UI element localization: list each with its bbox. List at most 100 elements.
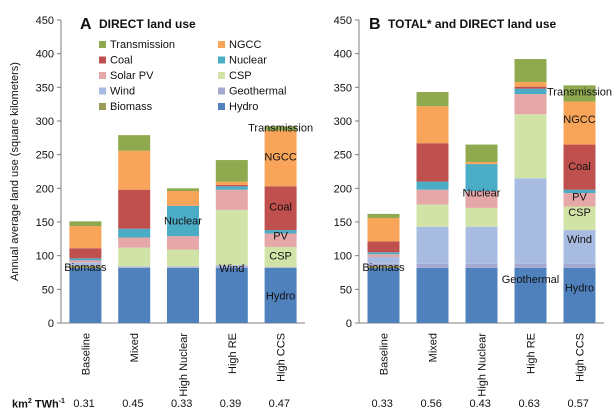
panel-b-bar-baseline-wind [367, 257, 400, 264]
panel-a-bar-mixed-wind [118, 266, 151, 268]
panel-a-bar-high-ccs-solar-pv [264, 233, 297, 247]
panel-b-bar-label-transmission: Transmission [547, 86, 612, 98]
panel-a-y-tick-label: 350 [36, 82, 54, 94]
panel-b-bar-high-nuclear-geothermal [465, 263, 498, 268]
legend-label-transmission: Transmission [110, 39, 175, 51]
panel-a-bar-mixed-transmission [118, 135, 151, 151]
panel-a-bar-baseline-nuclear [69, 258, 102, 261]
panel-b-bar-high-nuclear-csp [465, 207, 498, 227]
panel-b-y-tick-label: 0 [346, 318, 352, 330]
legend-swatch-transmission [99, 41, 106, 48]
panel-b-bar-high-ccs-ngcc [563, 101, 596, 145]
panel-b-bar-high-ccs-hydro [563, 267, 596, 323]
panel-a-bar-high-nuclear-nuclear [167, 205, 199, 237]
panel-a-category-label-high-nuclear: High Nuclear [178, 333, 190, 397]
panel-a-bar-high-re-coal [215, 184, 248, 187]
panel-a-bar-high-re-csp [215, 209, 248, 266]
legend-label-coal: Coal [110, 55, 133, 67]
panel-a-y-axis-label: Annual average land use (square kilomete… [9, 62, 21, 281]
panel-b-bar-baseline-biomass [367, 265, 400, 268]
panel-a-bar-high-re-wind [215, 265, 248, 267]
panel-a-bar-high-re-geothermal [215, 266, 248, 268]
panel-b-title: TOTAL* and DIRECT land use [388, 17, 557, 31]
panel-b-bar-mixed-coal [416, 143, 449, 182]
panel-a-bar-baseline-ngcc [69, 226, 102, 249]
panel-b-bar-mixed-transmission [416, 92, 449, 107]
panel-a-bar-label-csp: CSP [269, 251, 292, 263]
panel-a-bar-high-nuclear-wind [167, 266, 199, 268]
panel-a-intensity-high-re: 0.39 [219, 398, 242, 410]
panel-a-bar-label-pv: PV [273, 230, 288, 242]
panel-a-bar-high-nuclear-transmission [167, 188, 199, 192]
panel-a-letter: A [80, 16, 92, 33]
panel-a-y-tick-label: 400 [36, 49, 54, 61]
legend-label-biomass: Biomass [110, 101, 153, 113]
panel-b-category-label-mixed: Mixed [428, 333, 440, 362]
panel-b-bar-mixed-geothermal [416, 263, 449, 268]
panel-b-bar-mixed-csp [416, 204, 449, 227]
panel-b-bar-label-csp: CSP [568, 207, 591, 219]
panel-b-intensity-high-re: 0.63 [518, 398, 540, 410]
panel-b-letter: B [369, 16, 381, 33]
panel-a-bar-high-ccs-ngcc [264, 130, 297, 187]
panel-a-bar-high-ccs-geothermal [264, 267, 297, 268]
panel-a-y-tick-label: 300 [36, 116, 54, 128]
legend-label-ngcc: NGCC [229, 39, 261, 51]
panel-a-bar-baseline-solar-pv [69, 260, 102, 263]
panel-b-bar-high-re-coal [514, 86, 547, 89]
panel-b-bar-baseline-coal [367, 241, 400, 253]
panel-b-bar-high-nuclear-wind [465, 226, 498, 264]
panel-b-bar-baseline-hydro [367, 267, 400, 323]
panel-a-y-tick-label: 250 [36, 150, 54, 162]
legend-swatch-coal [99, 56, 106, 64]
panel-a-bar-high-nuclear-solar-pv [167, 236, 199, 250]
panel-b-bar-label-ngcc: NGCC [563, 114, 595, 126]
panel-b-bar-high-re-wind [514, 178, 547, 264]
panel-a-bar-label-coal: Coal [269, 202, 292, 214]
panel-a-bar-mixed-csp [118, 247, 151, 267]
panel-a-bar-high-re-hydro [215, 267, 248, 323]
panel-b-y-tick-label: 100 [334, 251, 352, 263]
panel-a-bar-baseline-biomass [69, 265, 102, 268]
panel-a-y-tick-label: 50 [42, 284, 54, 296]
panel-a-category-label-high-re: High RE [227, 333, 239, 374]
panel-b-y-tick-label: 350 [334, 82, 352, 94]
panel-b-bar-label-geothermal: Geothermal [502, 274, 559, 286]
panel-a-bar-mixed-coal [118, 189, 151, 229]
panel-a-intensity-high-ccs: 0.47 [268, 398, 291, 410]
panel-b-bar-baseline-geothermal [367, 263, 400, 266]
panel-b-bar-high-re-csp [514, 114, 547, 179]
panel-a-bar-baseline-transmission [69, 221, 102, 227]
legend-swatch-csp [218, 72, 225, 79]
panel-b-intensity-mixed: 0.56 [420, 398, 442, 410]
panel-b-bar-high-re-transmission [514, 59, 547, 82]
panel-a-bar-high-ccs-coal [264, 186, 297, 231]
panel-b-category-label-baseline: Baseline [379, 333, 391, 375]
panel-a-y-tick-label: 0 [48, 318, 54, 330]
panel-b-bar-label-nuclear: Nuclear [463, 187, 501, 199]
panel-a-bar-label-transmission: Transmission [248, 123, 313, 135]
panel-b-bar-high-nuclear-hydro [465, 267, 498, 323]
panel-a-bar-mixed-geothermal [118, 267, 151, 268]
panel-a-bar-high-ccs-hydro [264, 267, 297, 323]
legend-label-solar-pv: Solar PV [110, 70, 154, 82]
panel-b-bar-high-ccs-nuclear [563, 189, 596, 194]
legend-swatch-geothermal [218, 87, 225, 95]
panel-b-y-tick-label: 400 [334, 49, 352, 61]
panel-b-y-tick-label: 150 [334, 217, 352, 229]
panel-a-category-label-high-ccs: High CCS [276, 333, 288, 382]
panel-b-bar-baseline-nuclear [367, 252, 400, 255]
panel-b-bar-high-ccs-csp [563, 206, 596, 231]
panel-b-bar-mixed-nuclear [416, 181, 449, 190]
panel-a-bar-baseline-wind [69, 262, 102, 266]
panel-b-bar-baseline-solar-pv [367, 254, 400, 258]
panel-b-bar-high-ccs-solar-pv [563, 193, 596, 207]
panel-b-bar-high-re-nuclear [514, 88, 547, 95]
panel-a-y-tick-label: 150 [36, 217, 54, 229]
panel-a-bar-high-nuclear-ngcc [167, 191, 199, 206]
panel-b-bar-baseline-transmission [367, 213, 400, 218]
panel-b-bar-high-re-geothermal [514, 263, 547, 268]
panel-a-bar-baseline-coal [69, 248, 102, 259]
panel-b-category-label-high-re: High RE [526, 333, 538, 374]
panel-a-bar-mixed-hydro [118, 267, 151, 323]
